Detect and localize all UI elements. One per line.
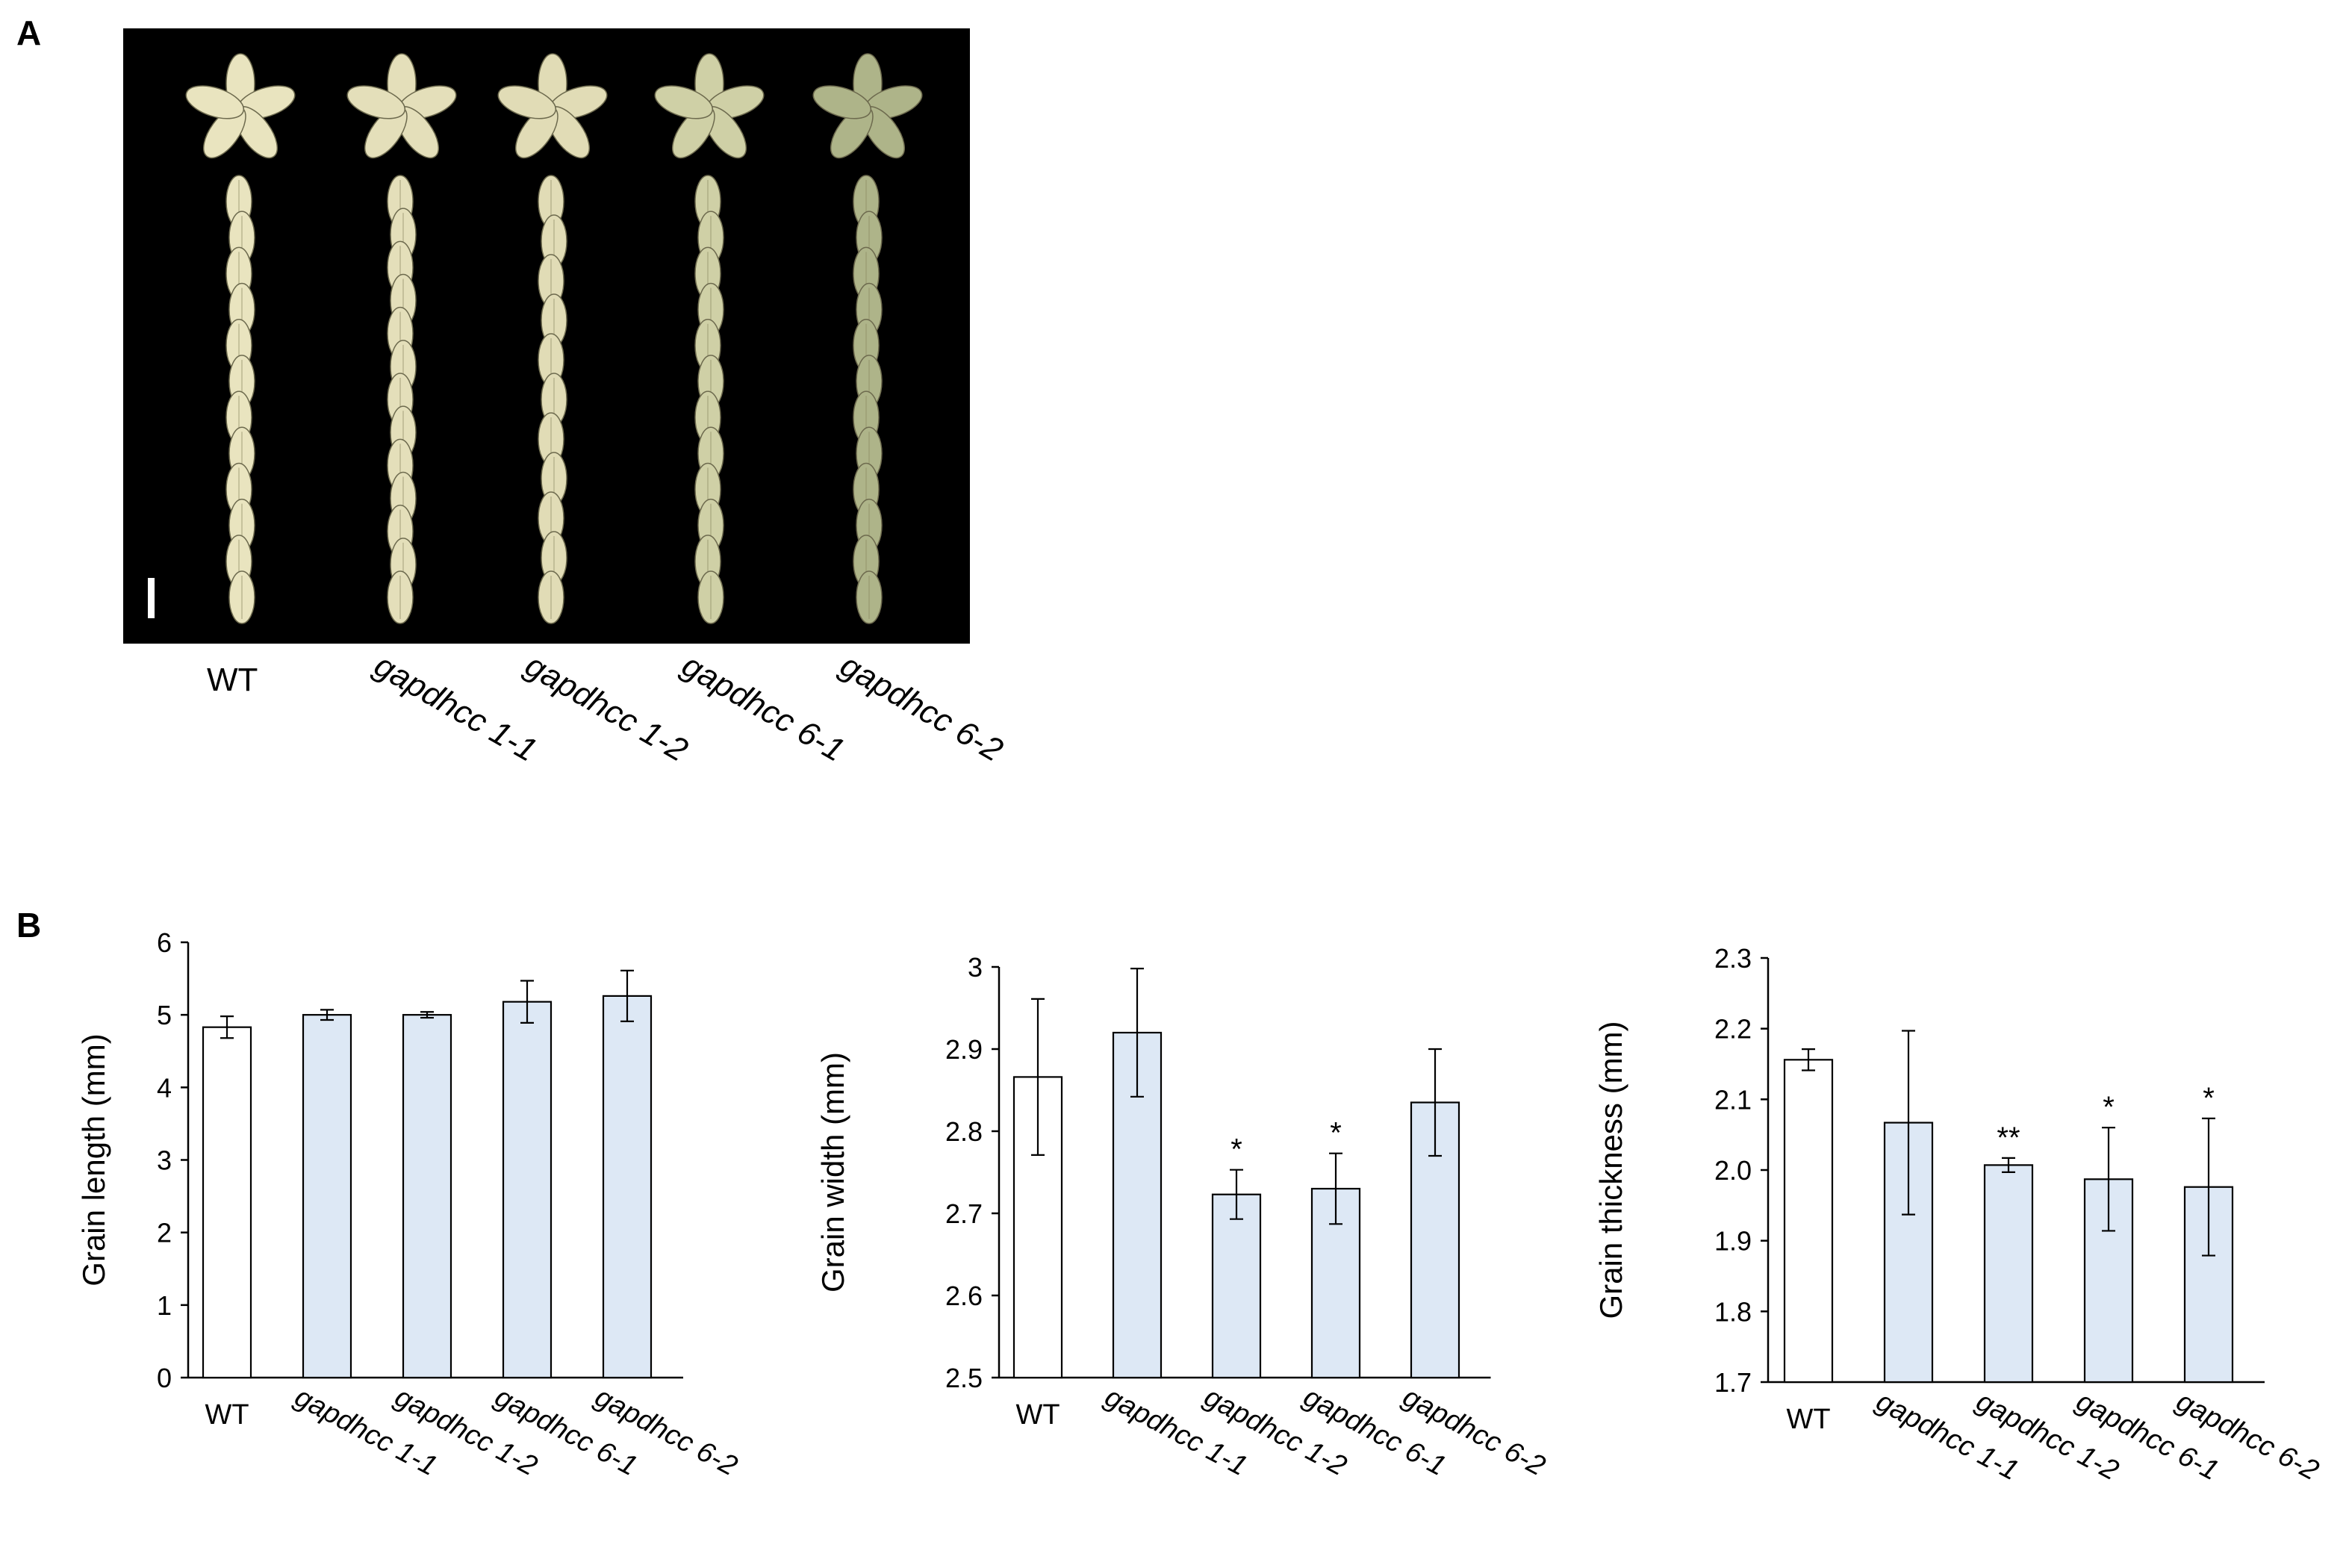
y-tick-label: 4	[157, 1072, 172, 1103]
bar-gapdhcc-1-2	[402, 1014, 452, 1379]
significance-marker-gapdhcc-6-1: *	[2103, 1091, 2115, 1124]
genotype-label-gapdhcc-6-1: gapdhcc 6-1	[676, 647, 850, 769]
rosette-grain-gapdhcc-6-1-5	[654, 85, 714, 119]
bar-wt	[1783, 1059, 1834, 1384]
significance-marker-gapdhcc-1-2: **	[1997, 1121, 2020, 1154]
y-axis-label: Grain width (mm)	[815, 1052, 850, 1292]
panel-b-label: B	[16, 906, 41, 945]
rosette-grain-gapdhcc-1-1-5	[346, 85, 406, 119]
y-tick-label: 1.7	[1714, 1367, 1752, 1398]
y-tick-label: 2.2	[1714, 1014, 1752, 1045]
y-tick-label: 2.8	[945, 1116, 983, 1147]
scale-bar	[148, 578, 155, 618]
grain-thickness-chart: 1.7 1.8 1.9 2.0 2.1 2.2 2.3 Grain thickness (mm…	[1593, 943, 2324, 1487]
bar-gapdhcc-1-2	[1211, 1193, 1262, 1379]
y-tick-label: 1	[157, 1290, 172, 1321]
x-tick-label-wt: WT	[1786, 1404, 1830, 1435]
y-tick-label: 2	[157, 1218, 172, 1248]
genotype-label-gapdhcc-6-2: gapdhcc 6-2	[834, 647, 1009, 769]
panel-a-label: A	[16, 13, 41, 52]
bar-gapdhcc-1-2	[1983, 1164, 2034, 1384]
genotype-label-wt: WT	[207, 662, 258, 698]
x-tick-label-wt: WT	[205, 1399, 249, 1431]
significance-marker-gapdhcc-1-2: *	[1230, 1133, 1242, 1166]
y-tick-label: 2.3	[1714, 943, 1752, 974]
rosette-grain-wt-5	[185, 85, 245, 119]
y-axis-label: Grain thickness (mm)	[1593, 1021, 1628, 1319]
y-tick-label: 1.8	[1714, 1296, 1752, 1327]
y-tick-label: 6	[157, 927, 172, 958]
significance-marker-gapdhcc-6-1: *	[1330, 1117, 1342, 1150]
bar-gapdhcc-6-1	[1310, 1187, 1361, 1379]
bar-gapdhcc-6-2	[602, 995, 653, 1379]
bar-wt	[1012, 1076, 1063, 1379]
y-tick-label: 2.1	[1714, 1084, 1752, 1115]
y-tick-label: 5	[157, 1000, 172, 1030]
y-tick-label: 2.5	[945, 1363, 983, 1393]
y-tick-label: 2.6	[945, 1281, 983, 1311]
y-tick-label: 2.9	[945, 1034, 983, 1065]
y-tick-label: 2.0	[1714, 1155, 1752, 1186]
bar-gapdhcc-1-1	[302, 1014, 352, 1379]
bar-gapdhcc-6-1	[502, 1001, 553, 1379]
grain-photo	[185, 53, 923, 624]
significance-marker-gapdhcc-6-2: *	[2203, 1082, 2215, 1115]
bar-gapdhcc-1-1	[1112, 1031, 1163, 1379]
y-tick-label: 2.7	[945, 1198, 983, 1229]
y-tick-label: 3	[968, 952, 983, 983]
x-tick-label-wt: WT	[1015, 1399, 1060, 1431]
rosette-grain-gapdhcc-6-2-5	[812, 85, 872, 119]
y-tick-label: 3	[157, 1145, 172, 1176]
y-tick-label: 1.9	[1714, 1226, 1752, 1257]
genotype-label-gapdhcc-1-1: gapdhcc 1-1	[368, 647, 543, 769]
rosette-grain-gapdhcc-1-2-5	[497, 85, 557, 119]
y-axis-label: Grain length (mm)	[76, 1033, 111, 1286]
genotype-label-gapdhcc-1-2: gapdhcc 1-2	[519, 647, 694, 769]
bar-wt	[202, 1026, 252, 1379]
y-tick-label: 0	[157, 1363, 172, 1393]
